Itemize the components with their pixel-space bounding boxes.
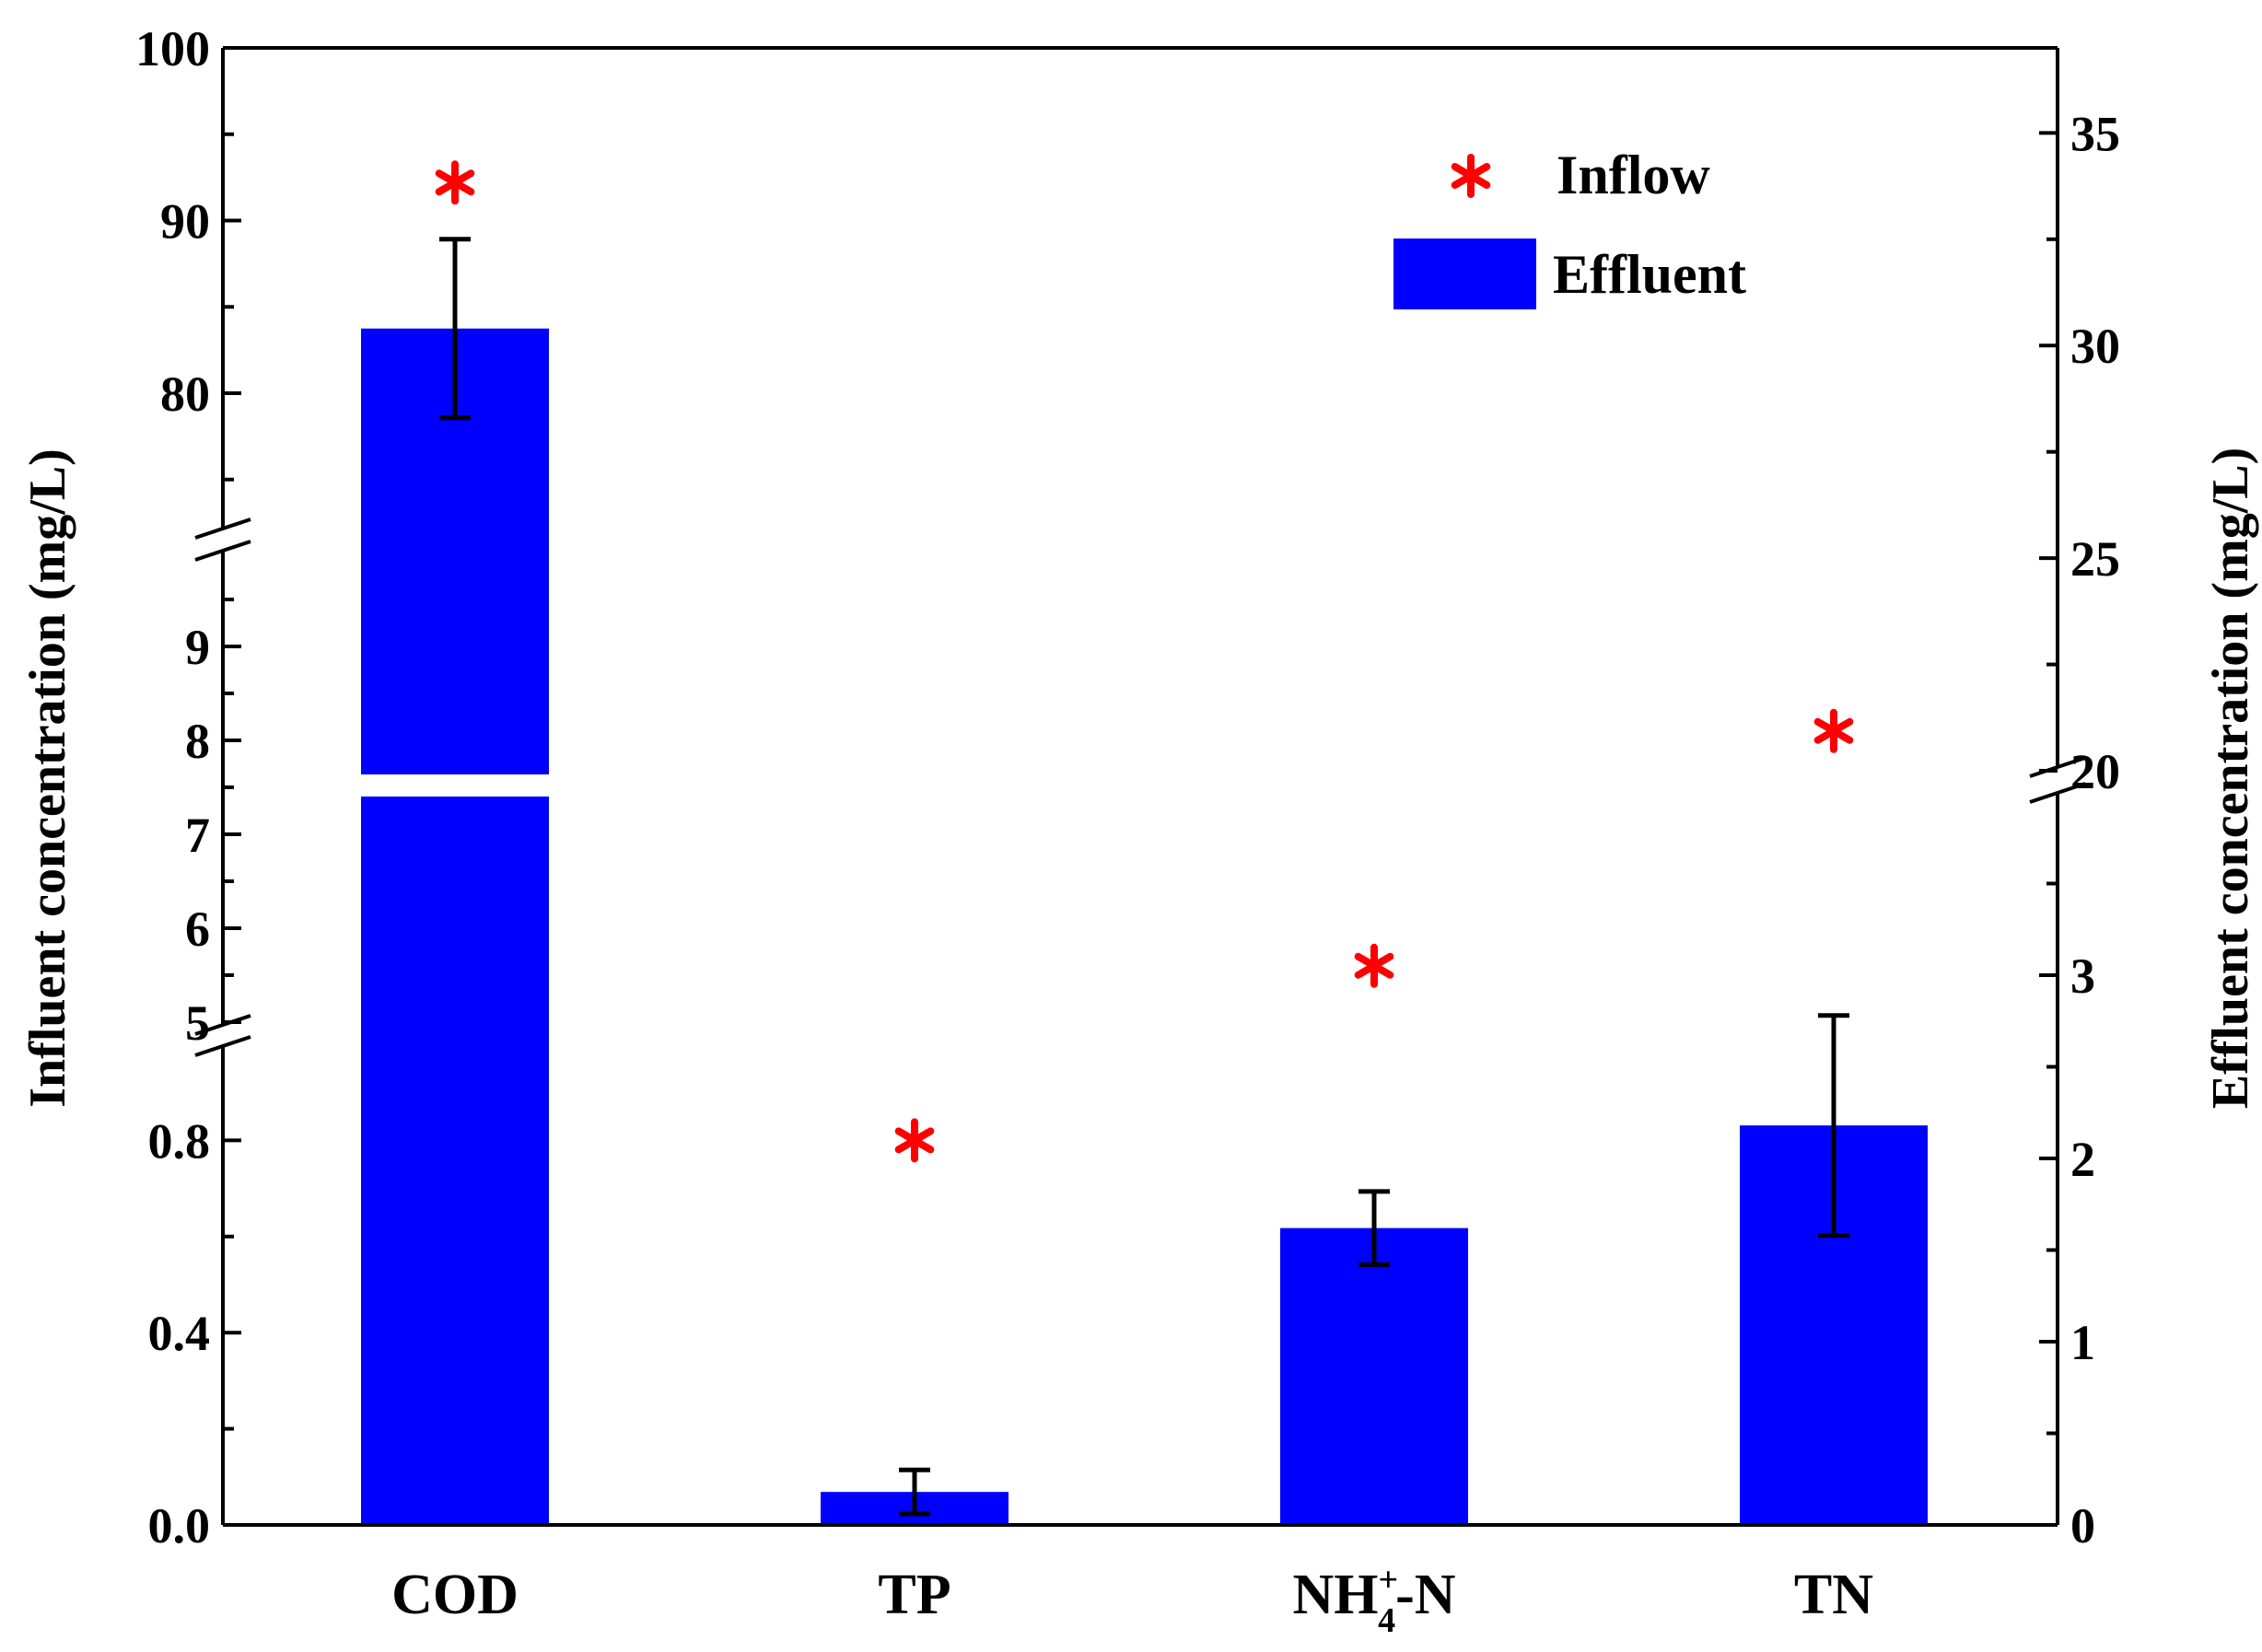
category-labels: COD TP NH+ 4-N TN bbox=[391, 1561, 1873, 1640]
inflow-marker-TP bbox=[894, 1118, 935, 1163]
left-axis-break-mark-3 bbox=[194, 1035, 251, 1057]
left-axis-break-mark-0 bbox=[194, 518, 251, 540]
right-tick-label: 20 bbox=[2070, 744, 2120, 799]
right-tick-label: 25 bbox=[2070, 531, 2120, 587]
inflow-marker-NH4+-N-stroke bbox=[1354, 952, 1394, 979]
right-axis-break-mark-1 bbox=[2029, 782, 2086, 804]
error-bars-layer bbox=[439, 237, 1849, 1517]
legend: Inflow Effluent bbox=[1393, 145, 1746, 309]
legend-inflow-marker bbox=[1451, 154, 1491, 198]
left-tick-label: 8 bbox=[185, 714, 210, 769]
inflow-marker-TP-stroke bbox=[894, 1127, 935, 1154]
category-label-main: NH bbox=[1292, 1564, 1378, 1626]
category-label-sub: 4 bbox=[1378, 1601, 1395, 1640]
left-tick-label: 0.8 bbox=[148, 1113, 211, 1169]
cod-bar-break-gap bbox=[359, 774, 551, 797]
right-axis-title: Effluent concentration (mg/L) bbox=[2202, 448, 2259, 1110]
legend-inflow-marker-stroke bbox=[1451, 163, 1491, 189]
right-tick-label: 35 bbox=[2070, 106, 2120, 161]
category-label: TP bbox=[878, 1564, 950, 1626]
legend-effluent-label: Effluent bbox=[1553, 244, 1746, 305]
category-label: COD bbox=[391, 1564, 519, 1626]
left-axis-title: Influent concentration (mg/L) bbox=[19, 448, 76, 1108]
category-label-main: TN bbox=[1794, 1564, 1873, 1626]
category-label: NH+ 4-N bbox=[1292, 1561, 1455, 1640]
left-tick-label: 80 bbox=[160, 366, 210, 422]
left-tick-label: 6 bbox=[185, 902, 210, 957]
right-tick-label: 1 bbox=[2070, 1315, 2095, 1370]
bars-layer bbox=[359, 328, 1928, 1526]
left-tick-label: 0.4 bbox=[148, 1306, 211, 1361]
right-tick-label: 3 bbox=[2070, 948, 2095, 1004]
left-tick-label: 5 bbox=[185, 995, 210, 1051]
inflow-marker-TN-stroke bbox=[1813, 717, 1854, 744]
category-label-suffix: -N bbox=[1395, 1564, 1455, 1626]
left-tick-label: 9 bbox=[185, 620, 210, 675]
markers-layer bbox=[435, 160, 1854, 1163]
legend-inflow-label: Inflow bbox=[1557, 145, 1710, 205]
right-tick-label: 30 bbox=[2070, 319, 2120, 374]
inflow-marker-COD-stroke bbox=[435, 169, 475, 196]
legend-effluent-swatch bbox=[1393, 238, 1536, 309]
category-label-sup: + bbox=[1378, 1561, 1398, 1600]
category-label: TN bbox=[1794, 1564, 1873, 1626]
left-axis-break-mark-2 bbox=[194, 1014, 251, 1036]
left-axis-break-mark-1 bbox=[194, 540, 251, 562]
effluent-bar-COD bbox=[361, 328, 549, 1526]
left-tick-label: 100 bbox=[135, 21, 210, 76]
inflow-marker-NH4+-N bbox=[1354, 943, 1394, 988]
category-label-main: TP bbox=[878, 1564, 950, 1626]
inflow-marker-TN bbox=[1813, 708, 1854, 753]
inflow-marker-COD bbox=[435, 160, 475, 205]
ticks-layer: 0.0 0.4 0.8 5 6 7 8 9 80 90 100 0 1 2 3 20 25 30 35 bbox=[135, 21, 2120, 1553]
right-tick-label: 0 bbox=[2070, 1498, 2095, 1553]
left-tick-label: 7 bbox=[185, 808, 210, 863]
category-label-main: COD bbox=[391, 1564, 519, 1626]
right-tick-label: 2 bbox=[2070, 1132, 2095, 1187]
right-axis-break-mark-0 bbox=[2029, 756, 2086, 778]
effluent-bar-NH4+-N bbox=[1280, 1227, 1468, 1525]
left-tick-label: 0.0 bbox=[148, 1498, 211, 1553]
left-tick-label: 90 bbox=[160, 194, 210, 250]
